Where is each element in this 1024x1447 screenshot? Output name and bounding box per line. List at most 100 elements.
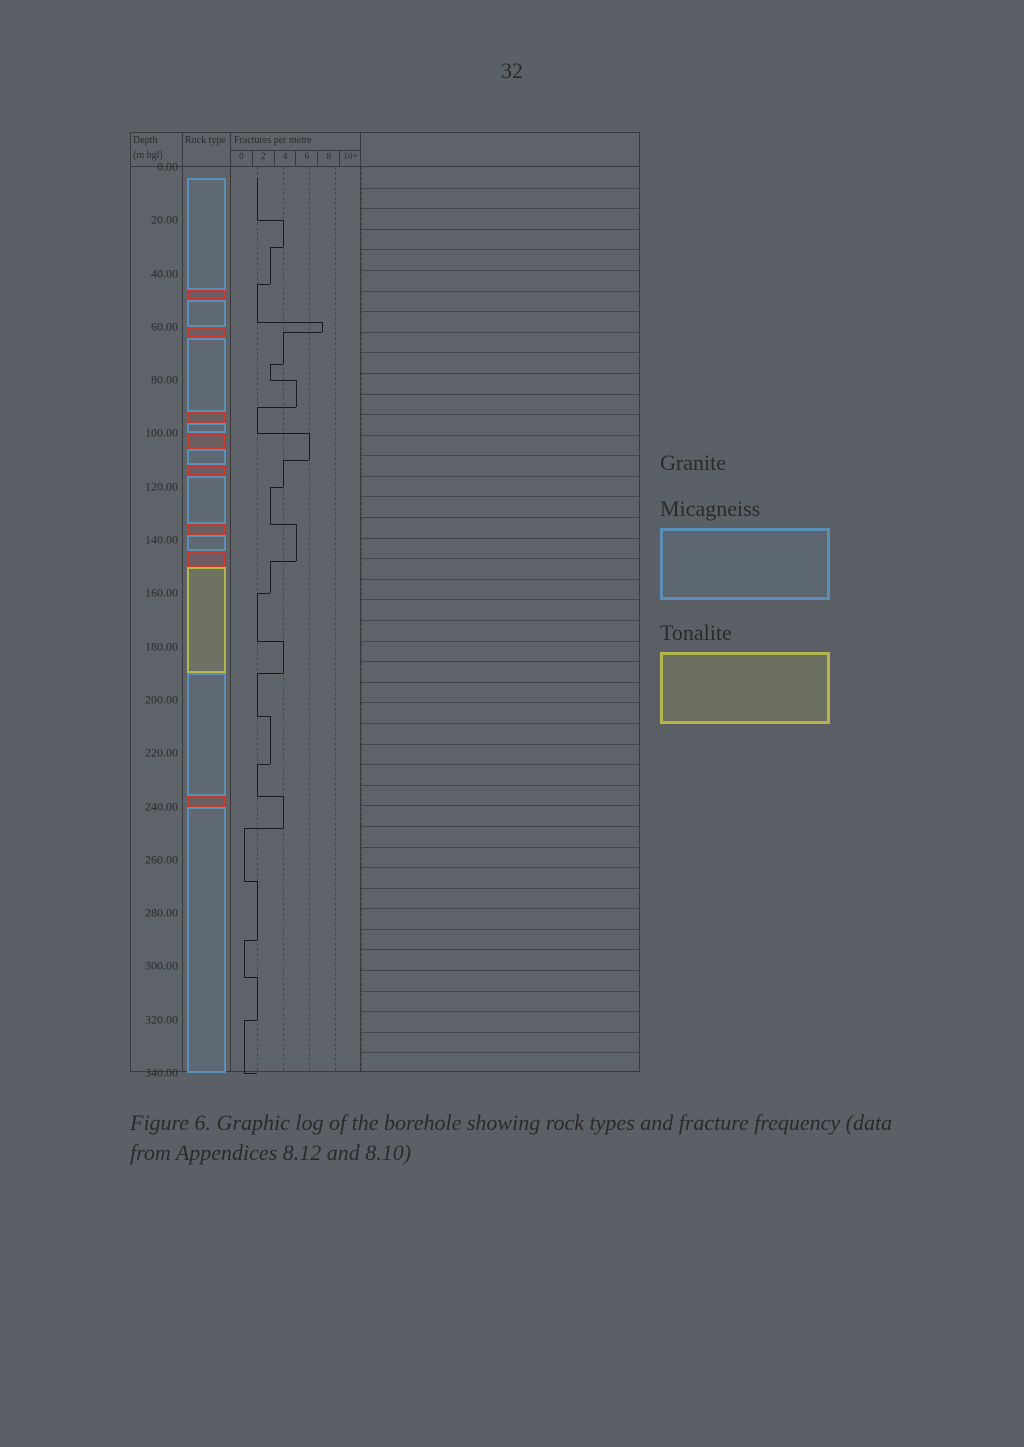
description-rule xyxy=(361,188,639,189)
fracture-profile-segment xyxy=(322,322,323,333)
fracture-profile-segment xyxy=(257,284,270,285)
description-rule xyxy=(361,702,639,703)
depth-tick: 100.00 xyxy=(145,426,178,441)
fracture-profile-segment xyxy=(257,673,283,674)
depth-tick: 300.00 xyxy=(145,959,178,974)
description-rule xyxy=(361,723,639,724)
fracture-profile-segment xyxy=(270,247,271,284)
borehole-log: Depth (m bgl) Rock type Fractures per me… xyxy=(130,132,640,1072)
description-rule xyxy=(361,744,639,745)
rock-segment-micagneiss xyxy=(187,535,226,551)
fracture-profile-segment xyxy=(283,641,284,673)
fracture-profile-segment xyxy=(270,380,296,381)
fracture-profile-segment xyxy=(270,561,271,593)
fracture-gridline xyxy=(335,167,336,1071)
fracture-profile-segment xyxy=(257,673,258,716)
rock-segment-granite xyxy=(187,290,226,301)
fracture-profile-segment xyxy=(257,641,283,642)
description-rule xyxy=(361,496,639,497)
rock-segment-granite xyxy=(187,433,226,449)
description-rule xyxy=(361,538,639,539)
description-rule xyxy=(361,949,639,950)
description-rule xyxy=(361,641,639,642)
depth-tick: 260.00 xyxy=(145,852,178,867)
description-rule xyxy=(361,929,639,930)
fracture-profile-segment xyxy=(270,364,271,380)
depth-tick: 200.00 xyxy=(145,692,178,707)
description-rule xyxy=(361,847,639,848)
legend: GraniteMicagneissTonalite xyxy=(660,430,860,724)
legend-label-tonalite: Tonalite xyxy=(660,620,860,646)
fracture-profile-segment xyxy=(270,247,283,248)
fracture-profile-segment xyxy=(244,1020,257,1021)
rock-segment-granite xyxy=(187,412,226,423)
page-number: 32 xyxy=(0,58,1024,84)
description-rule xyxy=(361,867,639,868)
depth-tick: 140.00 xyxy=(145,533,178,548)
description-rule xyxy=(361,970,639,971)
fracture-profile-segment xyxy=(309,433,310,460)
fracture-profile-segment xyxy=(283,460,309,461)
figure-caption: Figure 6. Graphic log of the borehole sh… xyxy=(130,1108,914,1167)
fracture-profile-segment xyxy=(257,284,258,321)
description-rule xyxy=(361,620,639,621)
description-rule xyxy=(361,1032,639,1033)
fracture-gridline xyxy=(283,167,284,1071)
fracture-profile-segment xyxy=(244,1073,257,1074)
rock-segment-tonalite xyxy=(187,567,226,674)
description-rule xyxy=(361,229,639,230)
fracture-profile-segment xyxy=(270,364,283,365)
rock-segment-micagneiss xyxy=(187,673,226,796)
fracture-tick-label: 0 xyxy=(231,151,253,167)
rock-segment-micagneiss xyxy=(187,449,226,465)
fracture-profile-segment xyxy=(270,487,283,488)
depth-tick: 160.00 xyxy=(145,586,178,601)
fracture-profile-segment xyxy=(257,881,258,940)
header-depth-line1: Depth xyxy=(131,133,182,148)
legend-label-micagneiss: Micagneiss xyxy=(660,496,860,522)
fracture-profile-segment xyxy=(244,940,257,941)
fracture-profile-segment xyxy=(296,380,297,407)
fracture-profile-segment xyxy=(244,828,283,829)
rock-segment-granite xyxy=(187,551,226,567)
description-rule xyxy=(361,476,639,477)
description-rule xyxy=(361,414,639,415)
depth-tick: 320.00 xyxy=(145,1012,178,1027)
rock-segment-micagneiss xyxy=(187,338,226,413)
description-rule xyxy=(361,558,639,559)
fracture-profile-segment xyxy=(270,716,271,764)
description-rule xyxy=(361,826,639,827)
description-rule xyxy=(361,373,639,374)
description-rule xyxy=(361,682,639,683)
description-rule xyxy=(361,332,639,333)
fracture-profile-segment xyxy=(257,322,322,323)
rock-segment-granite xyxy=(187,327,226,338)
fracture-tick-label: 8 xyxy=(318,151,340,167)
fracture-profile-segment xyxy=(257,407,258,434)
fracture-tick-label: 6 xyxy=(296,151,318,167)
fracture-profile-segment xyxy=(257,433,309,434)
depth-tick: 0.00 xyxy=(157,160,178,175)
description-rule xyxy=(361,249,639,250)
description-rule xyxy=(361,599,639,600)
description-rule xyxy=(361,208,639,209)
depth-axis: 0.0020.0040.0060.0080.00100.00120.00140.… xyxy=(131,167,183,1071)
depth-tick: 40.00 xyxy=(151,266,178,281)
fracture-profile-segment xyxy=(257,593,258,641)
depth-tick: 80.00 xyxy=(151,373,178,388)
description-rule xyxy=(361,908,639,909)
description-rule xyxy=(361,785,639,786)
fracture-profile-segment xyxy=(283,460,284,487)
fracture-profile-segment xyxy=(257,407,296,408)
description-rule xyxy=(361,352,639,353)
depth-tick: 340.00 xyxy=(145,1066,178,1081)
description-rule xyxy=(361,579,639,580)
description-rule xyxy=(361,311,639,312)
description-rule xyxy=(361,764,639,765)
legend-swatch-tonalite xyxy=(660,652,830,724)
fracture-profile-segment xyxy=(283,332,284,364)
fracture-profile-segment xyxy=(283,220,284,247)
fracture-profile-segment xyxy=(257,977,258,1020)
fracture-profile-segment xyxy=(270,561,296,562)
description-rule xyxy=(361,661,639,662)
